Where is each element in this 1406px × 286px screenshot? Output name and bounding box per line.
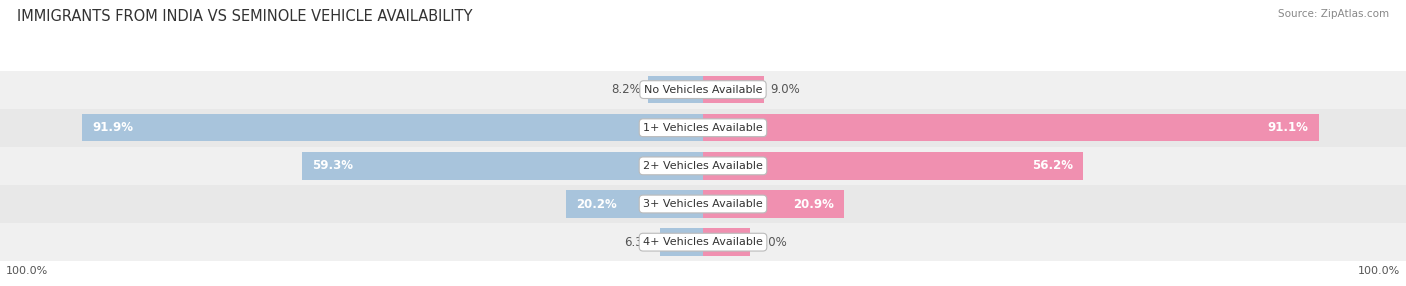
Bar — [703, 114, 1319, 142]
Text: Source: ZipAtlas.com: Source: ZipAtlas.com — [1278, 9, 1389, 19]
Bar — [82, 114, 703, 142]
Text: 91.9%: 91.9% — [91, 121, 134, 134]
Text: 3+ Vehicles Available: 3+ Vehicles Available — [643, 199, 763, 209]
Bar — [302, 152, 703, 180]
Text: 59.3%: 59.3% — [312, 159, 353, 172]
Text: 20.2%: 20.2% — [576, 198, 617, 210]
Text: 6.3%: 6.3% — [624, 236, 654, 249]
Text: 7.0%: 7.0% — [756, 236, 787, 249]
Text: 1+ Vehicles Available: 1+ Vehicles Available — [643, 123, 763, 133]
Text: IMMIGRANTS FROM INDIA VS SEMINOLE VEHICLE AVAILABILITY: IMMIGRANTS FROM INDIA VS SEMINOLE VEHICL… — [17, 9, 472, 23]
Bar — [0, 109, 1406, 147]
Bar — [703, 152, 1083, 180]
Bar — [567, 190, 703, 218]
Text: 20.9%: 20.9% — [793, 198, 834, 210]
Bar — [648, 76, 703, 103]
Bar — [0, 71, 1406, 109]
Bar — [0, 185, 1406, 223]
Bar — [703, 229, 751, 256]
Text: 8.2%: 8.2% — [612, 83, 641, 96]
Bar — [703, 190, 844, 218]
Bar — [0, 147, 1406, 185]
Text: No Vehicles Available: No Vehicles Available — [644, 85, 762, 95]
Text: 91.1%: 91.1% — [1268, 121, 1309, 134]
Bar — [703, 76, 763, 103]
Text: 56.2%: 56.2% — [1032, 159, 1073, 172]
Text: 9.0%: 9.0% — [770, 83, 800, 96]
Bar — [0, 223, 1406, 261]
Text: 2+ Vehicles Available: 2+ Vehicles Available — [643, 161, 763, 171]
Text: 4+ Vehicles Available: 4+ Vehicles Available — [643, 237, 763, 247]
Bar — [661, 229, 703, 256]
